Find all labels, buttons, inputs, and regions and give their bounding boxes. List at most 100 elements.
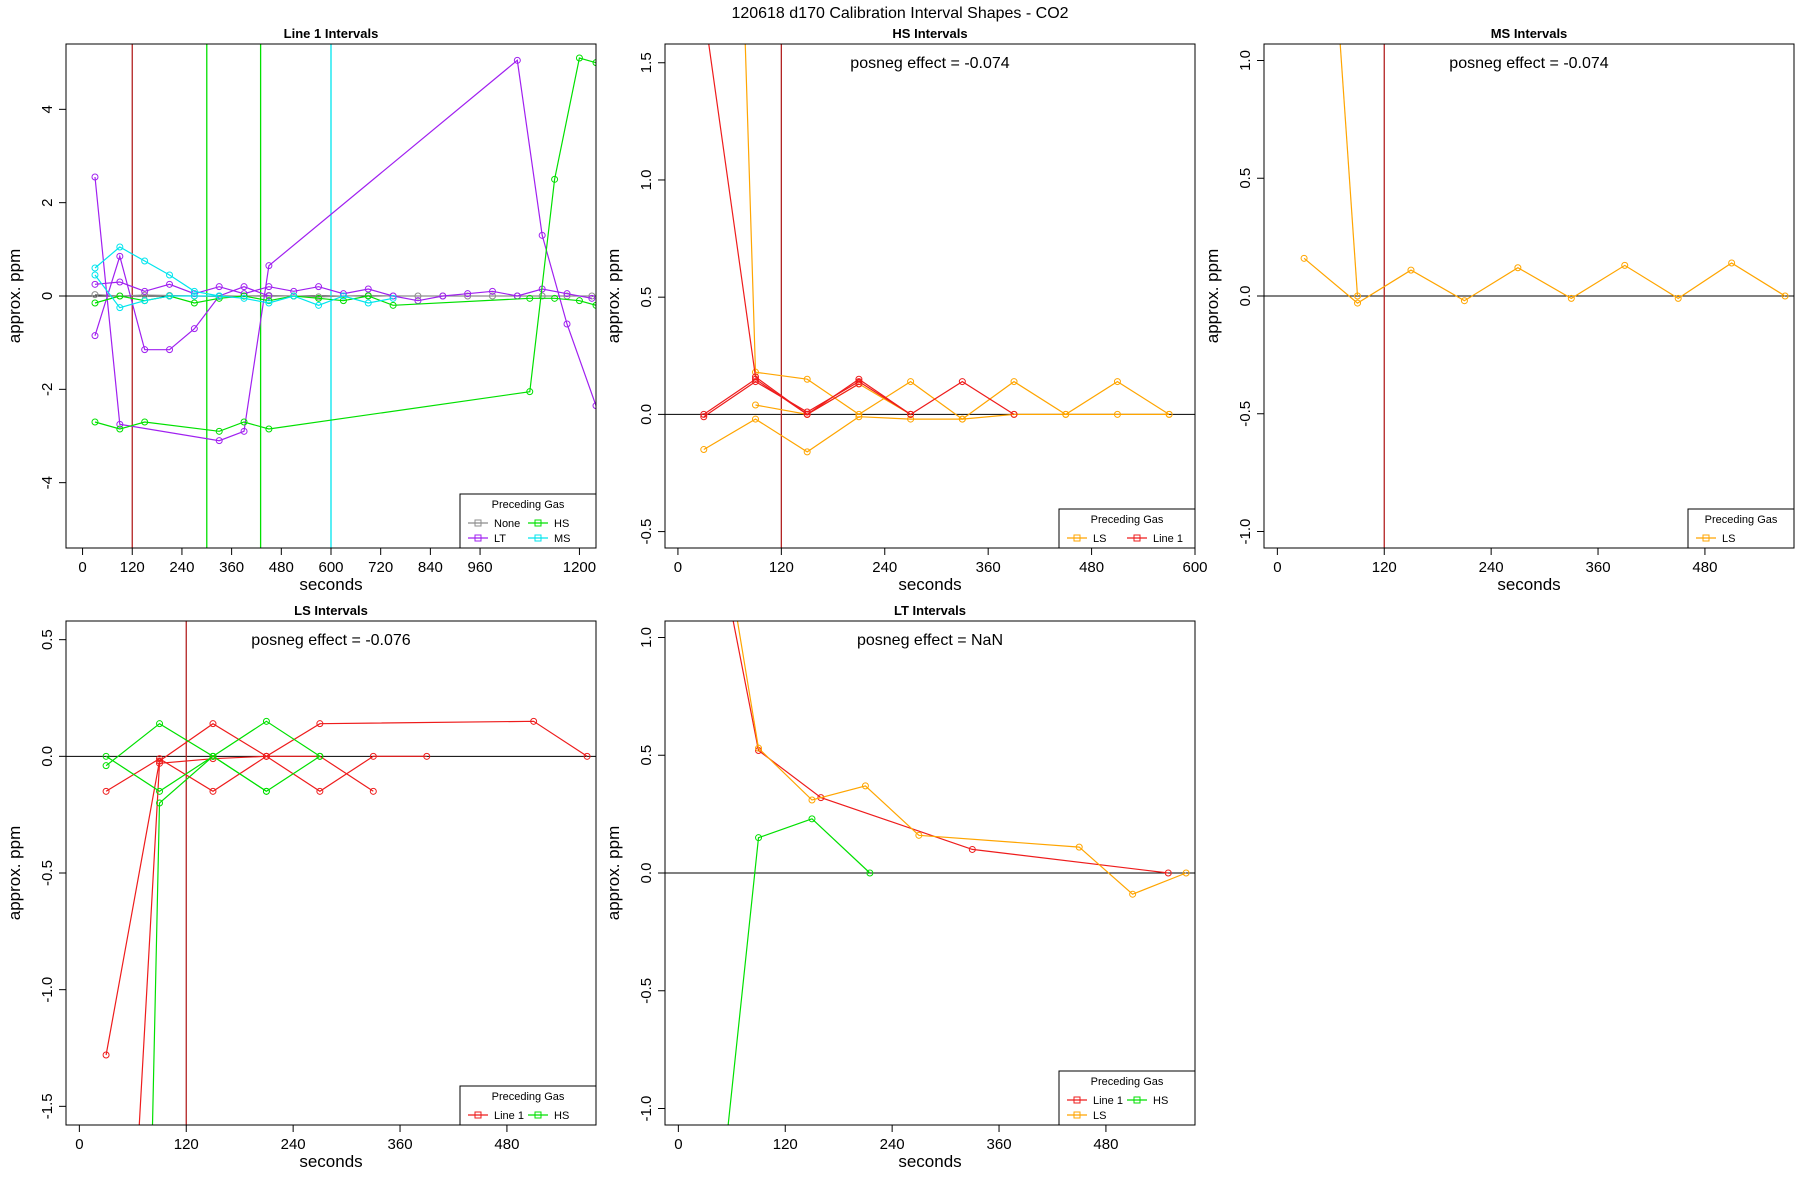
series-point: [262, 752, 270, 760]
series-point: [141, 418, 149, 426]
series-point: [265, 299, 273, 307]
series-point: [551, 175, 559, 183]
legend: Preceding Gas LS: [1687, 508, 1795, 549]
y-tick-label: 0.0: [1237, 286, 1254, 307]
legend: Preceding Gas Line 1 LS HS: [1058, 1070, 1196, 1126]
legend-swatch-marker: [474, 1111, 482, 1119]
series-point: [1337, 34, 1343, 40]
x-axis-label: seconds: [299, 575, 362, 594]
x-tick-label: 120: [120, 559, 145, 576]
series-point: [563, 290, 571, 298]
series-point: [116, 420, 124, 428]
legend-swatch-marker: [474, 519, 482, 527]
series-point: [488, 292, 496, 300]
series-point: [751, 415, 759, 423]
y-axis-label: approx. ppm: [604, 249, 623, 344]
series-point: [190, 325, 198, 333]
series-point: [215, 437, 223, 445]
series-point: [389, 301, 397, 309]
x-tick-label: 360: [219, 559, 244, 576]
legend: Preceding Gas LS Line 1: [1058, 508, 1196, 549]
series-point: [209, 720, 217, 728]
x-tick-label: 240: [880, 1136, 905, 1153]
series-point: [315, 283, 323, 291]
legend-swatch-marker: [1073, 534, 1081, 542]
series-point: [209, 787, 217, 795]
series-point: [240, 427, 248, 435]
data-series-group: [102, 717, 591, 1125]
series-point: [1113, 410, 1121, 418]
panel-title: Line 1 Intervals: [284, 26, 379, 41]
series-point: [265, 425, 273, 433]
series-point: [315, 301, 323, 309]
series-point: [592, 59, 596, 67]
series-point: [538, 231, 546, 239]
posneg-annotation: posneg effect = NaN: [857, 632, 1003, 649]
series-point: [364, 285, 372, 293]
series-point: [414, 292, 422, 300]
series-point: [116, 243, 124, 251]
series-point: [364, 292, 372, 300]
series-point: [866, 869, 874, 877]
x-tick-label: 840: [418, 559, 443, 576]
series-point: [265, 297, 273, 305]
y-tick-label: 1.0: [638, 627, 655, 648]
y-tick-label: 0.5: [39, 629, 56, 650]
x-axis: 0 120 240 360 480 seconds: [674, 1124, 1118, 1171]
series-point: [1781, 292, 1789, 300]
series-point: [91, 291, 99, 299]
series-line: [94, 281, 593, 302]
series-point: [91, 332, 99, 340]
series-point: [575, 54, 583, 62]
panel-title: HS Intervals: [892, 26, 967, 41]
legend-box: [1058, 508, 1196, 549]
series-point: [1062, 410, 1070, 418]
y-axis-label: approx. ppm: [1203, 249, 1222, 344]
legend-entry-hs: HS: [554, 518, 569, 530]
series-line: [703, 380, 911, 418]
series-point: [1354, 292, 1362, 300]
data-series-group: [1300, 34, 1789, 307]
series-point: [1113, 378, 1121, 386]
series-point: [166, 292, 174, 300]
series-point: [156, 799, 164, 807]
series-point: [861, 782, 869, 790]
posneg-annotation: posneg effect = -0.074: [1449, 55, 1608, 72]
y-axis-label: approx. ppm: [604, 826, 623, 921]
series-point: [1407, 266, 1415, 274]
series-line: [94, 59, 596, 442]
legend: Preceding Gas Line 1 HS: [459, 1085, 597, 1126]
series-point: [588, 294, 596, 302]
legend-swatch-marker: [1702, 534, 1710, 542]
series-point: [1129, 890, 1137, 898]
series-point: [316, 752, 324, 760]
series-point: [958, 415, 966, 423]
y-tick-label: -0.5: [638, 519, 655, 545]
series-point: [755, 834, 763, 842]
x-tick-label: 600: [1182, 559, 1207, 576]
series-point: [1460, 297, 1468, 305]
x-tick-label: 480: [494, 1136, 519, 1153]
x-axis-label: seconds: [299, 1152, 362, 1171]
legend-entry-none: None: [494, 518, 520, 530]
series-line: [105, 720, 588, 1056]
series-point: [907, 410, 915, 418]
series-point: [705, 36, 711, 42]
x-tick-label: 360: [388, 1136, 413, 1153]
x-tick-label: 360: [987, 1136, 1012, 1153]
series-point: [1567, 294, 1575, 302]
x-tick-label: 600: [318, 559, 343, 576]
legend-entry-ls: LS: [1093, 1110, 1106, 1122]
y-tick-label: -1.0: [39, 977, 56, 1003]
x-axis: 0 120 240 360 480 seconds: [1273, 547, 1717, 594]
y-tick-label: -4: [39, 476, 56, 489]
series-point: [915, 831, 923, 839]
series-point: [733, 611, 739, 617]
series-point: [855, 410, 863, 418]
panel-lt: LT Intervals 0 120 240 360 480 seconds -1.0 -0.5…: [604, 603, 1196, 1171]
series-point: [116, 252, 124, 260]
series-point: [91, 271, 99, 279]
series-point: [1728, 259, 1736, 267]
